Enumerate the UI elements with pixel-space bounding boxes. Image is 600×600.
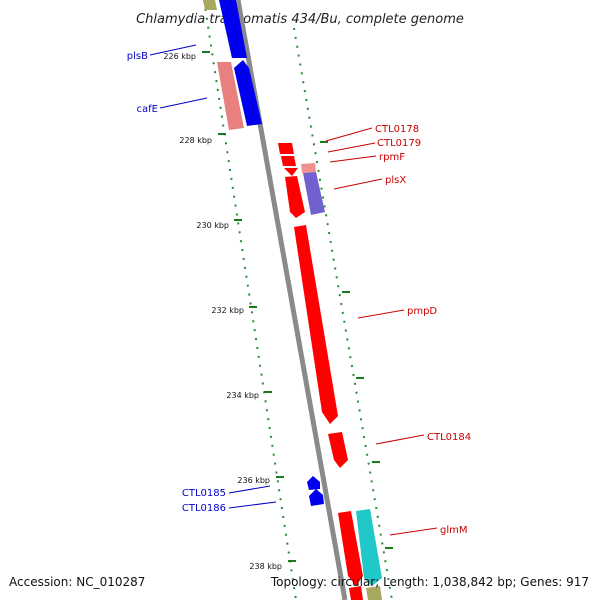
gene-block-small-red — [284, 168, 298, 176]
gene-block-ctl0184 — [328, 432, 348, 468]
gene-label-plsx[interactable]: plsX — [385, 175, 406, 186]
gene-block-ctl0179 — [281, 156, 296, 166]
gene-block-salmon — [217, 62, 244, 130]
tick-232: 232 kbp — [211, 306, 257, 315]
tick-226: 226 kbp — [163, 51, 210, 61]
gene-block-ctl0186 — [309, 489, 324, 506]
gene-block-bottom-olive — [366, 586, 382, 600]
gene-block-cafe — [234, 60, 262, 126]
tick-228: 228 kbp — [179, 133, 226, 145]
gene-label-cafe[interactable]: cafE — [137, 104, 158, 115]
gene-label-plsb[interactable]: plsB — [127, 51, 148, 62]
tick-label: 234 kbp — [226, 391, 259, 400]
gene-block-top-olive — [203, 0, 217, 10]
tick-label: 236 kbp — [237, 476, 270, 485]
gene-block-ctl0185 — [307, 476, 320, 490]
map-title: Chlamydia trachomatis 434/Bu, complete g… — [136, 12, 464, 27]
gene-labels: plsB cafE CTL0178 CTL0179 rpmF plsX pmpD… — [127, 44, 471, 536]
gene-label-ctl0178[interactable]: CTL0178 — [375, 124, 419, 135]
tick-label: 230 kbp — [196, 221, 229, 230]
tick-238: 238 kbp — [249, 560, 296, 571]
gene-block-red-2 — [338, 511, 363, 586]
gene-features — [203, 0, 382, 600]
tick-230: 230 kbp — [196, 219, 242, 230]
dotted-guides — [203, 0, 393, 600]
tick-label: 228 kbp — [179, 136, 212, 145]
gene-block-glmm — [356, 509, 382, 586]
gene-block-pmpd — [294, 225, 338, 424]
gene-block-red-1 — [285, 176, 305, 218]
gene-block-ctl0178 — [278, 143, 294, 154]
gene-block-plsb — [219, 0, 247, 58]
gene-block-plsx — [303, 172, 325, 215]
tick-236: 236 kbp — [237, 476, 284, 485]
gene-label-ctl0179[interactable]: CTL0179 — [377, 138, 421, 149]
tick-234: 234 kbp — [226, 391, 272, 400]
tick-label: 232 kbp — [211, 306, 244, 315]
scale-ticks: 226 kbp 228 kbp 230 kbp 232 kbp 234 kbp … — [163, 51, 393, 571]
gene-label-glmm[interactable]: glmM — [440, 525, 468, 536]
gene-label-ctl0186[interactable]: CTL0186 — [182, 503, 226, 514]
tick-label: 238 kbp — [249, 562, 282, 571]
tick-label: 226 kbp — [163, 52, 196, 61]
gene-block-bottom-red — [349, 586, 363, 600]
gene-label-ctl0185[interactable]: CTL0185 — [182, 488, 226, 499]
accession-text: Accession: NC_010287 — [9, 575, 145, 589]
topology-text: Topology: circular; Length: 1,038,842 bp… — [270, 575, 589, 589]
gene-label-ctl0184[interactable]: CTL0184 — [427, 432, 471, 443]
gene-block-rpmf — [301, 163, 316, 173]
gene-label-rpmf[interactable]: rpmF — [379, 152, 405, 163]
gene-label-pmpd[interactable]: pmpD — [407, 306, 437, 317]
